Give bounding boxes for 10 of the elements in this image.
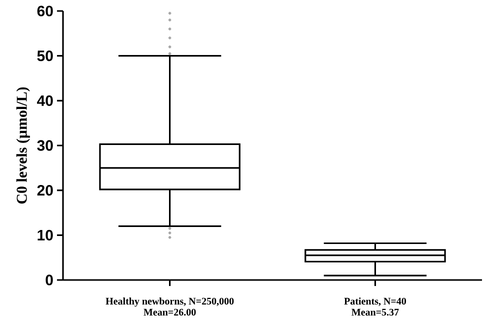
y-axis-title: C0 levels (μmol/L): [16, 87, 30, 204]
x-tick-label: Healthy newborns, N=250,000 Mean=26.00: [106, 298, 234, 316]
y-tick-label: 60: [37, 6, 53, 16]
y-tick-label: 10: [38, 230, 53, 240]
x-tick-label: Patients, N=40 Mean=5.37: [344, 298, 406, 316]
y-tick-label: 40: [37, 95, 53, 106]
y-tick-label: 30: [37, 140, 53, 151]
y-tick-label: 20: [37, 185, 53, 196]
y-tick-label: 50: [37, 50, 53, 62]
y-tick-label: 0: [46, 274, 53, 286]
